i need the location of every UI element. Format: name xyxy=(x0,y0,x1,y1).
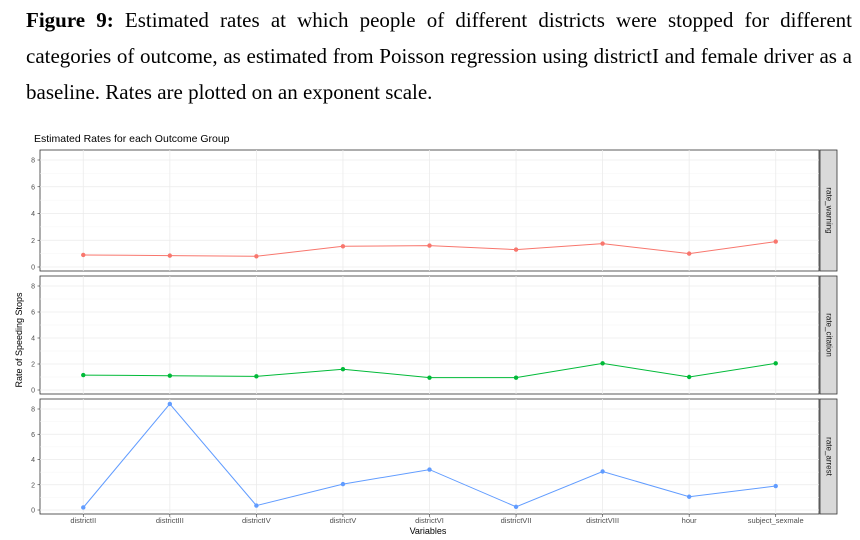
data-point xyxy=(254,503,259,508)
y-axis-label: Rate of Speeding Stops xyxy=(14,292,24,388)
x-axis-ticks: districtII districtIII districtIV districtV… xyxy=(70,514,804,525)
y-tick-label: 2 xyxy=(31,238,35,245)
facet-strip-label: rate_arrest xyxy=(824,437,833,476)
data-point xyxy=(340,244,346,249)
y-tick-label: 6 xyxy=(31,184,35,191)
y-tick-label: 8 xyxy=(31,284,35,291)
data-point xyxy=(686,251,692,256)
y-tick-label: 6 xyxy=(31,310,35,317)
facet-rate_arrest: 0 2 4 6 8 rate_arrest xyxy=(31,398,838,515)
chart-title: Estimated Rates for each Outcome Group xyxy=(34,133,230,145)
facet-rate_citation: 0 2 4 6 8 rate_citation xyxy=(31,275,838,395)
x-tick-label: districtII xyxy=(70,516,96,525)
data-point xyxy=(686,374,692,380)
y-tick-label: 6 xyxy=(31,432,35,439)
x-tick-label: subject_sexmale xyxy=(748,516,804,525)
data-point xyxy=(686,494,692,499)
y-tick-label: 8 xyxy=(31,407,35,414)
data-point xyxy=(600,469,605,474)
y-tick-label: 0 xyxy=(31,508,35,515)
x-tick-label: districtIV xyxy=(242,516,271,525)
data-point xyxy=(773,361,778,366)
figure-label: Figure 9: xyxy=(26,8,114,32)
facet-strip xyxy=(819,149,838,272)
data-point xyxy=(81,505,86,510)
data-point xyxy=(167,373,173,378)
y-tick-label: 0 xyxy=(31,388,35,395)
x-tick-label: districtV xyxy=(330,516,357,525)
y-tick-label: 2 xyxy=(31,482,35,489)
y-tick-label: 0 xyxy=(31,265,35,272)
data-point xyxy=(773,239,778,244)
data-point xyxy=(254,374,259,379)
data-point xyxy=(427,243,432,248)
y-tick-label: 4 xyxy=(31,211,35,218)
figure-caption: Figure 9: Estimated rates at which peopl… xyxy=(26,2,852,110)
data-point xyxy=(600,241,605,246)
data-point xyxy=(427,375,432,380)
x-axis-label: Variables xyxy=(410,526,447,536)
data-point xyxy=(513,504,519,510)
facet-rate_warning: 0 2 4 6 8 rate_warning xyxy=(31,149,838,272)
data-point xyxy=(167,253,173,258)
facet-panels: 0 2 4 6 8 rate_warning 0 2 4 6 8 rate_citation 0 2 4 6 8… xyxy=(31,149,838,515)
data-point xyxy=(513,247,519,252)
facet-strip xyxy=(819,398,838,515)
x-tick-label: districtVIII xyxy=(586,516,619,525)
y-tick-label: 4 xyxy=(31,457,35,464)
facet-strip-label: rate_citation xyxy=(824,313,833,357)
x-tick-label: districtIII xyxy=(156,516,184,525)
data-point xyxy=(254,254,259,259)
x-tick-label: hour xyxy=(682,516,698,525)
data-point xyxy=(81,252,86,258)
data-point xyxy=(167,401,173,407)
data-point xyxy=(600,361,605,366)
x-tick-label: districtVI xyxy=(415,516,444,525)
y-tick-label: 4 xyxy=(31,336,35,343)
data-point xyxy=(427,467,432,472)
y-tick-label: 2 xyxy=(31,362,35,369)
y-tick-label: 8 xyxy=(31,158,35,165)
data-point xyxy=(340,367,346,372)
facet-strip-label: rate_warning xyxy=(824,187,833,233)
data-point xyxy=(81,372,86,378)
data-point xyxy=(513,375,519,380)
data-point xyxy=(340,481,346,487)
data-point xyxy=(773,483,778,489)
facet-strip xyxy=(819,275,838,395)
x-tick-label: districtVII xyxy=(501,516,532,525)
figure-caption-text: Estimated rates at which people of diffe… xyxy=(26,8,853,104)
